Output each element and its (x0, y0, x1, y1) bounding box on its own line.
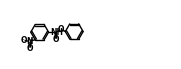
Text: N: N (26, 37, 33, 46)
Text: O: O (53, 35, 59, 44)
Text: O: O (21, 36, 27, 45)
Text: O: O (57, 25, 64, 34)
Text: +: + (28, 37, 33, 42)
Text: O: O (27, 44, 33, 53)
Text: NH: NH (51, 28, 64, 37)
Text: -: - (22, 36, 24, 42)
